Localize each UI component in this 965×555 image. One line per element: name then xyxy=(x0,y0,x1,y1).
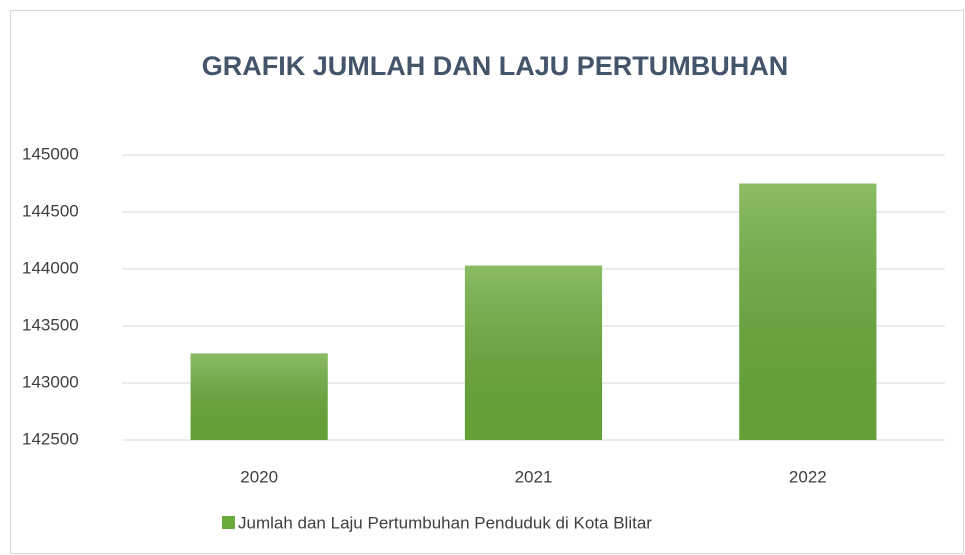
y-tick-label: 145000 xyxy=(22,144,79,163)
y-tick-label: 142500 xyxy=(22,429,79,448)
bar-shade xyxy=(739,183,877,440)
chart-title: GRAFIK JUMLAH DAN LAJU PERTUMBUHAN xyxy=(202,51,789,81)
y-tick-label: 143500 xyxy=(22,315,79,334)
legend-label: Jumlah dan Laju Pertumbuhan Penduduk di … xyxy=(238,513,652,532)
x-tick-label: 2020 xyxy=(240,467,278,486)
legend-swatch xyxy=(222,516,235,529)
y-tick-label: 144000 xyxy=(22,258,79,277)
bar-shade xyxy=(190,353,328,440)
y-tick-label: 144500 xyxy=(22,201,79,220)
y-tick-label: 143000 xyxy=(22,372,79,391)
x-tick-label: 2021 xyxy=(515,467,553,486)
bar-shade xyxy=(464,265,603,440)
x-tick-label: 2022 xyxy=(789,467,827,486)
